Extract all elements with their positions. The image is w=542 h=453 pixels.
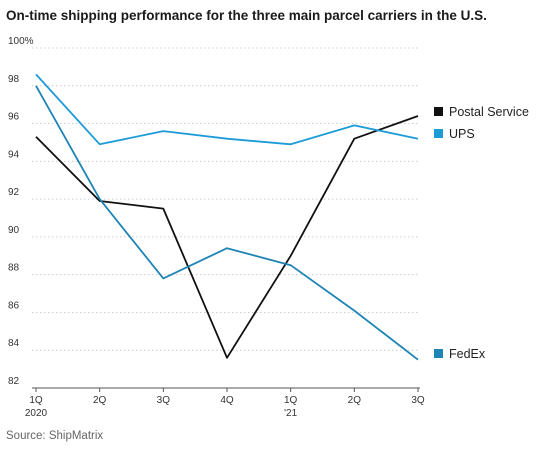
x-tick-label: 1Q bbox=[29, 395, 43, 406]
y-tick-label: 86 bbox=[8, 300, 20, 311]
y-tick-label: 82 bbox=[8, 376, 20, 387]
legend-label-postal-service: Postal Service bbox=[449, 105, 529, 119]
series-line-postal-service bbox=[35, 115, 419, 359]
y-axis-tick-labels: 100% 98 96 94 92 90 88 86 84 82 bbox=[8, 36, 34, 387]
y-tick-label: 98 bbox=[8, 74, 20, 85]
y-tick-label: 84 bbox=[8, 338, 20, 349]
legend-swatch-ups bbox=[434, 129, 443, 138]
series-lines bbox=[35, 73, 419, 361]
y-tick-label: 90 bbox=[8, 225, 20, 236]
series-line-fedex bbox=[35, 85, 419, 361]
legend-label-fedex: FedEx bbox=[449, 347, 486, 361]
legend-label-ups: UPS bbox=[449, 127, 475, 141]
y-tick-label: 96 bbox=[8, 112, 20, 123]
y-tick-label: 88 bbox=[8, 263, 20, 274]
y-tick-label: 92 bbox=[8, 187, 20, 198]
legend: Postal Service UPS FedEx bbox=[434, 105, 529, 361]
y-tick-label: 94 bbox=[8, 149, 20, 160]
source-note: Source: ShipMatrix bbox=[6, 430, 104, 442]
legend-swatch-fedex bbox=[434, 349, 443, 358]
x-axis-tick-labels: 1Q 2020 2Q 3Q 4Q 1Q '21 2Q 3Q bbox=[25, 388, 425, 419]
x-tick-label: 4Q bbox=[220, 395, 234, 406]
series-line-ups bbox=[35, 73, 419, 146]
x-tick-label: 3Q bbox=[411, 395, 425, 406]
x-tick-label: 1Q bbox=[284, 395, 298, 406]
chart-title: On-time shipping performance for the thr… bbox=[6, 8, 487, 23]
x-tick-label: 2Q bbox=[93, 395, 107, 406]
y-tick-label: 100% bbox=[8, 36, 34, 47]
legend-swatch-postal-service bbox=[434, 107, 443, 116]
grid-lines bbox=[32, 47, 420, 389]
x-tick-label: 2Q bbox=[348, 395, 362, 406]
x-tick-sublabel: 2020 bbox=[25, 408, 48, 419]
x-tick-label: 3Q bbox=[157, 395, 171, 406]
x-tick-sublabel: '21 bbox=[284, 408, 297, 419]
